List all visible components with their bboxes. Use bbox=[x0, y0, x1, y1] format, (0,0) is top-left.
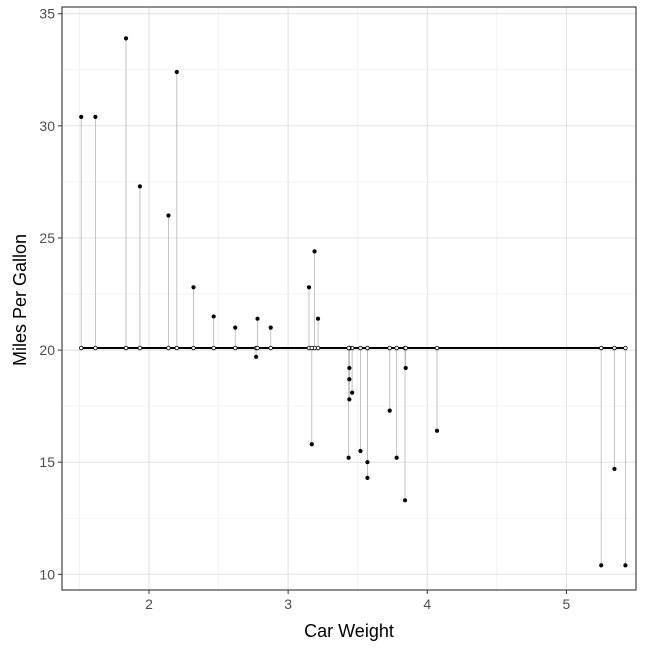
baseline-point bbox=[309, 345, 314, 351]
data-point bbox=[233, 325, 238, 330]
data-point bbox=[387, 408, 392, 413]
x-tick-label: 3 bbox=[284, 596, 292, 612]
x-tick-label: 4 bbox=[423, 596, 431, 612]
data-point bbox=[93, 114, 98, 119]
x-axis-ticks: 2 3 4 5 bbox=[145, 590, 571, 612]
data-point bbox=[312, 249, 317, 254]
baseline-point bbox=[599, 345, 604, 351]
baseline-point bbox=[315, 345, 321, 351]
data-point bbox=[394, 455, 399, 460]
baseline-point bbox=[255, 345, 260, 351]
baseline-point bbox=[211, 345, 216, 351]
y-tick-label: 30 bbox=[39, 118, 55, 134]
baseline-point bbox=[387, 345, 392, 351]
residual-segments bbox=[80, 38, 626, 566]
baseline-point bbox=[623, 345, 628, 351]
data-point bbox=[79, 114, 84, 119]
data-points bbox=[79, 36, 628, 568]
data-point bbox=[350, 390, 355, 395]
data-point bbox=[612, 466, 617, 472]
baseline-point bbox=[394, 345, 399, 351]
data-point bbox=[599, 563, 604, 568]
y-tick-label: 20 bbox=[39, 342, 55, 358]
baseline-point bbox=[358, 345, 363, 351]
data-point bbox=[137, 184, 143, 189]
y-tick-label: 15 bbox=[39, 454, 55, 470]
x-tick-label: 2 bbox=[145, 596, 153, 612]
data-point bbox=[347, 397, 352, 402]
baseline-point bbox=[403, 345, 408, 351]
data-point bbox=[347, 365, 352, 371]
y-tick-label: 35 bbox=[39, 6, 55, 22]
data-point bbox=[166, 213, 171, 218]
data-point bbox=[306, 285, 312, 290]
x-tick-label: 5 bbox=[563, 596, 571, 612]
x-axis-title: Car Weight bbox=[304, 621, 394, 641]
baseline-point bbox=[93, 345, 98, 351]
baseline-point bbox=[233, 345, 238, 351]
data-point bbox=[211, 314, 216, 319]
baseline-point bbox=[137, 345, 143, 351]
data-point bbox=[309, 442, 314, 447]
data-point bbox=[403, 365, 408, 371]
data-point bbox=[123, 36, 129, 41]
data-point bbox=[365, 475, 370, 480]
y-axis-ticks: 10 15 20 25 30 35 bbox=[39, 6, 62, 582]
data-point bbox=[434, 428, 440, 433]
y-axis-title: Miles Per Gallon bbox=[10, 234, 30, 366]
data-point bbox=[347, 377, 352, 382]
data-point bbox=[623, 563, 628, 568]
baseline-point bbox=[612, 345, 617, 351]
baseline-points bbox=[79, 345, 628, 351]
data-point bbox=[254, 354, 259, 359]
data-point bbox=[174, 69, 179, 75]
data-point bbox=[365, 460, 370, 465]
data-point bbox=[358, 448, 363, 454]
baseline-point bbox=[123, 345, 129, 351]
y-tick-label: 25 bbox=[39, 230, 55, 246]
baseline-point bbox=[174, 345, 179, 351]
major-gridlines bbox=[62, 7, 636, 590]
baseline-point bbox=[434, 345, 440, 351]
data-point bbox=[346, 455, 351, 460]
baseline-point bbox=[268, 345, 273, 351]
baseline-point bbox=[191, 345, 196, 351]
baseline-point bbox=[346, 345, 351, 351]
data-point bbox=[268, 325, 273, 330]
data-point bbox=[255, 316, 260, 321]
panel-border bbox=[61, 6, 637, 591]
data-point bbox=[315, 316, 321, 321]
baseline-point bbox=[365, 345, 370, 351]
data-point bbox=[191, 285, 196, 290]
baseline-point bbox=[166, 345, 171, 351]
y-tick-label: 10 bbox=[39, 566, 55, 582]
baseline-point bbox=[79, 345, 84, 351]
data-point bbox=[402, 498, 408, 503]
